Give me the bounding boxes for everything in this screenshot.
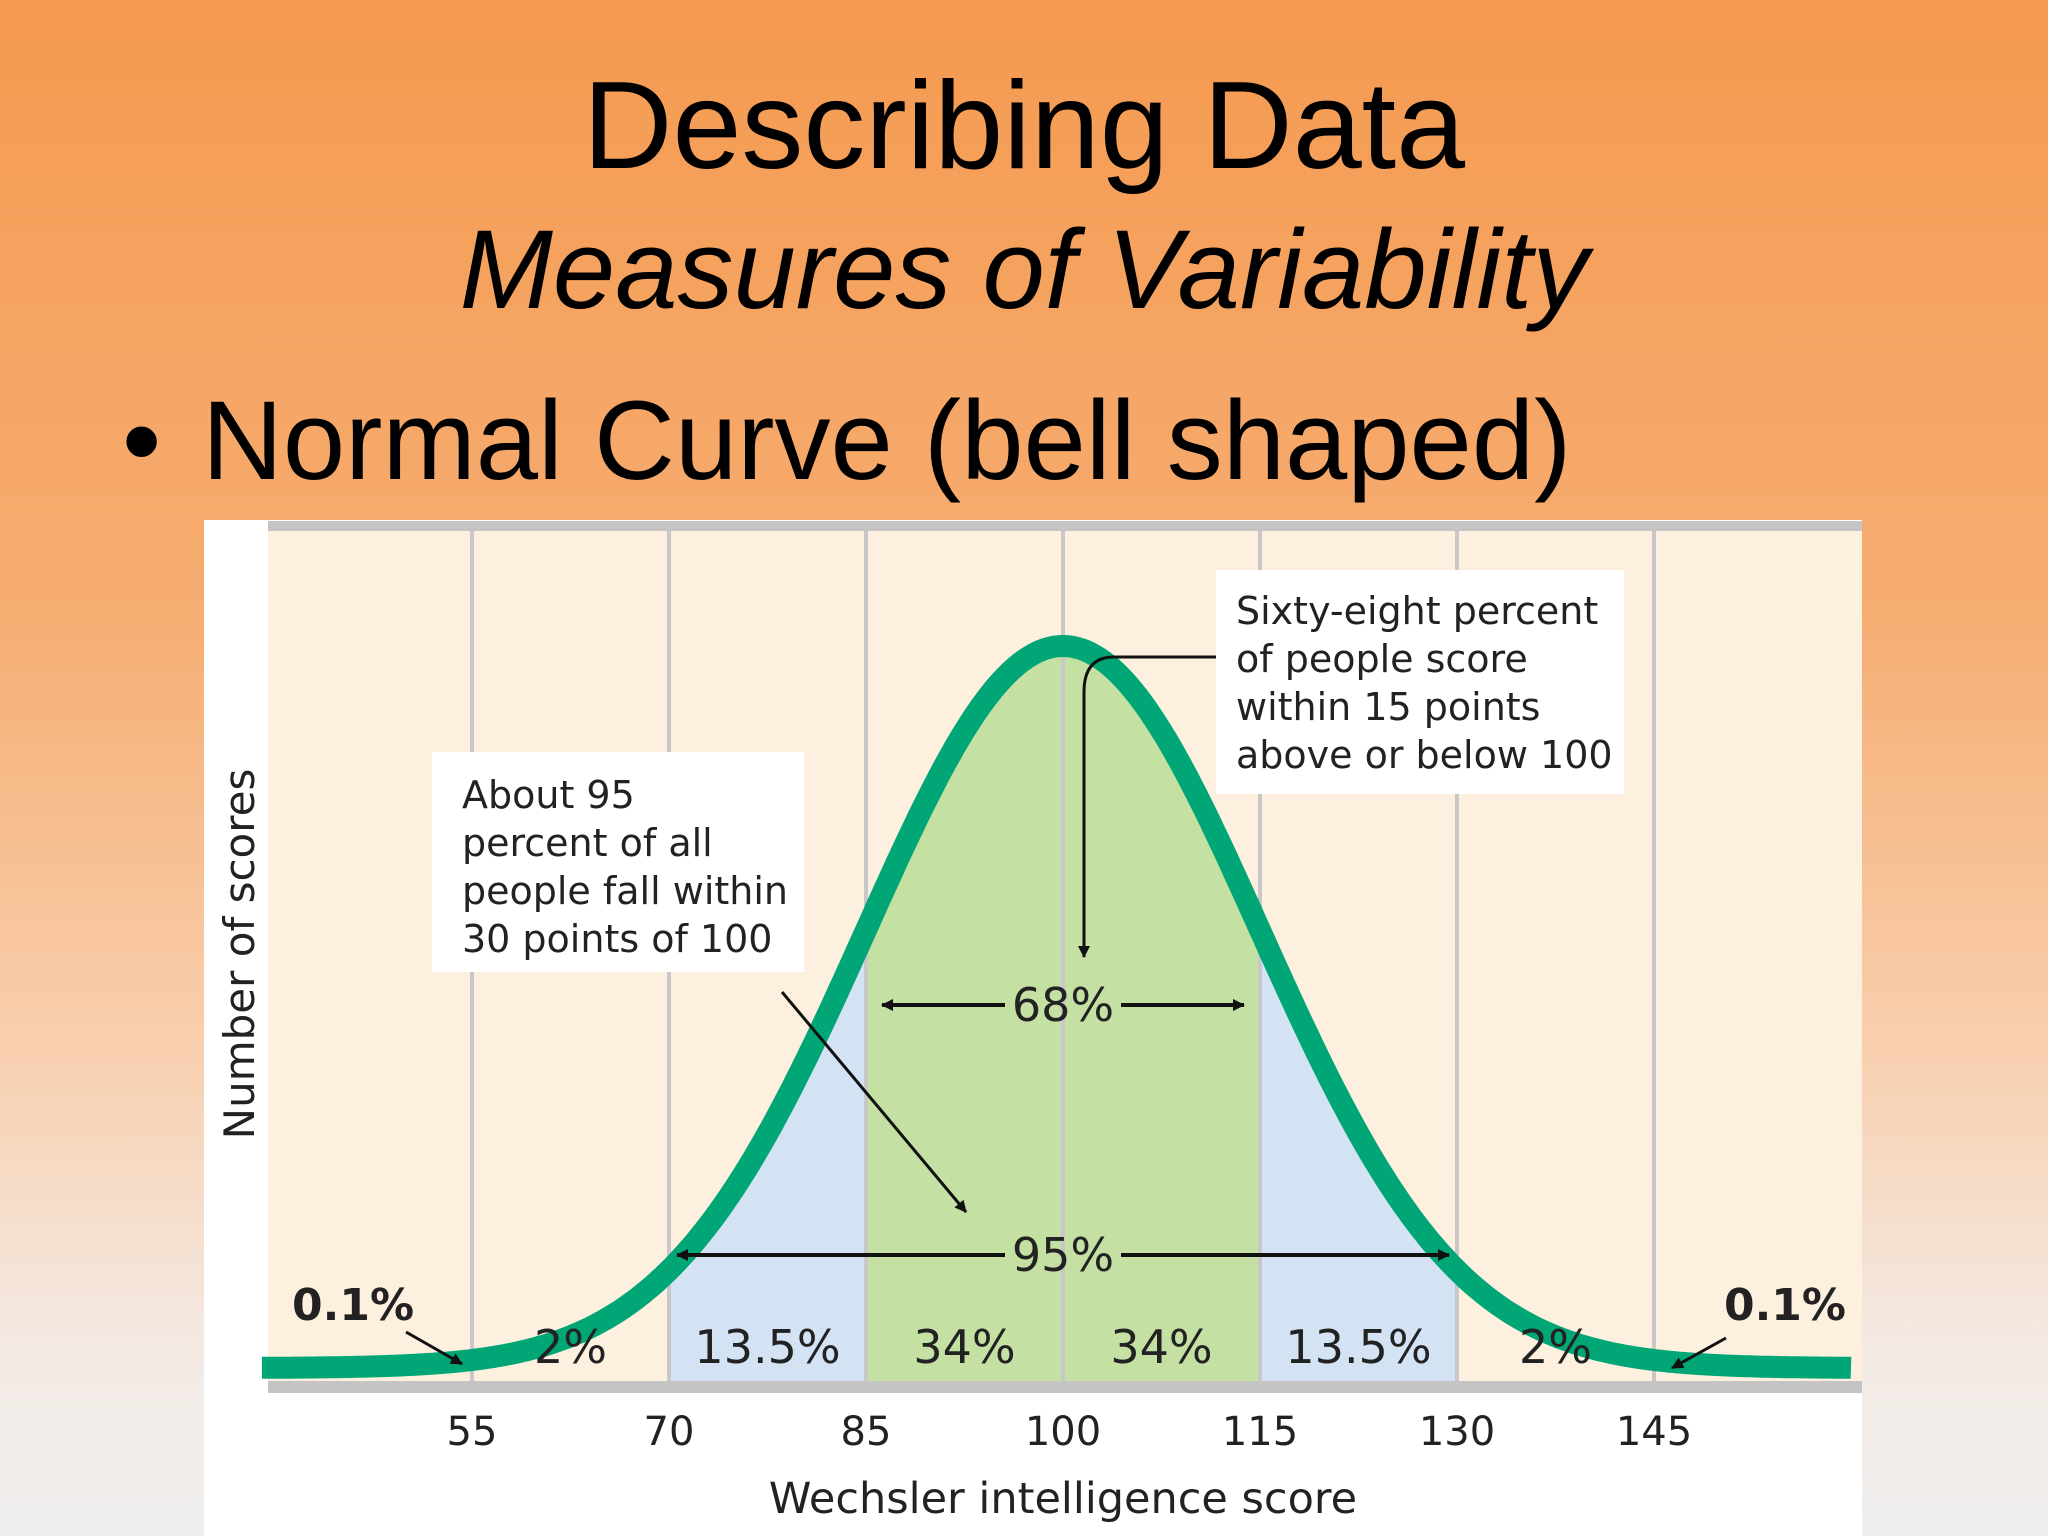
annotation-text-line: people fall within: [462, 869, 788, 913]
slide-subtitle: Measures of Variability: [459, 207, 1589, 332]
x-tick-label: 145: [1616, 1409, 1692, 1455]
annotation-text-line: Sixty-eight percent: [1236, 589, 1598, 633]
bullet-item: • Normal Curve (bell shaped): [122, 385, 1571, 497]
annotation-box: [432, 752, 804, 972]
band-percent-label: 34%: [913, 1320, 1015, 1374]
x-tick-label: 55: [447, 1409, 498, 1455]
x-tick-label: 130: [1419, 1409, 1495, 1455]
annotation-text-line: of people score: [1236, 637, 1528, 681]
bell-curve: [254, 635, 1859, 1379]
tail-percent-label: 2%: [534, 1320, 607, 1374]
annotation-text-line: About 95: [462, 773, 635, 817]
annotation-box: [1216, 570, 1624, 794]
band-percent-label: 13.5%: [694, 1320, 840, 1374]
x-axis-label: Wechsler intelligence score: [769, 1474, 1357, 1524]
bullet-text: Normal Curve (bell shaped): [202, 378, 1572, 503]
annotation-text-line: within 15 points: [1236, 685, 1540, 729]
x-tick-label: 70: [644, 1409, 695, 1455]
annotation-text-line: 30 points of 100: [462, 917, 772, 961]
range-percent-label: 68%: [1012, 978, 1114, 1032]
extreme-arrow: [405, 1330, 463, 1366]
x-tick-label: 85: [841, 1409, 892, 1455]
tail-percent-label: 2%: [1519, 1320, 1592, 1374]
band-percent-label: 13.5%: [1285, 1320, 1431, 1374]
bullet-dot: •: [122, 378, 162, 503]
slide-title: Describing Data: [582, 57, 1466, 195]
y-axis-label: Number of scores: [215, 769, 264, 1140]
extreme-percent-label: 0.1%: [292, 1280, 414, 1331]
extreme-percent-label: 0.1%: [1724, 1280, 1846, 1331]
annotation-arrow-95: [780, 991, 968, 1213]
extreme-arrow: [1671, 1336, 1727, 1370]
annotation-arrow-68: [1078, 655, 1216, 958]
normal-curve-chart: 55 70 85 100 115 130 145 13.5% 34% 34% 13.5% 2% 2% 0…: [204, 520, 1862, 1536]
x-tick-label: 100: [1025, 1409, 1101, 1455]
annotation-text-line: percent of all: [462, 821, 713, 865]
x-tick-label: 115: [1222, 1409, 1298, 1455]
range-percent-label: 95%: [1012, 1228, 1114, 1282]
band-percent-label: 34%: [1110, 1320, 1212, 1374]
annotation-text-line: above or below 100: [1236, 733, 1613, 777]
